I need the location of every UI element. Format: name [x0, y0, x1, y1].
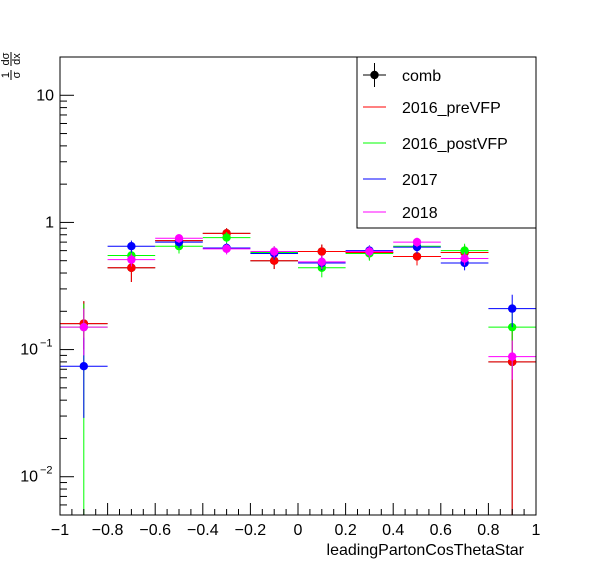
legend-entry-comb: comb: [363, 63, 441, 87]
legend-label: 2017: [402, 172, 438, 189]
legend-label: 2018: [402, 205, 438, 222]
legend-label: 2016_preVFP: [402, 100, 501, 117]
data-point: [222, 233, 231, 242]
x-tick-label: −0.8: [92, 522, 124, 539]
y-tick-label: 10: [20, 342, 38, 359]
y-tick-label: 10: [20, 469, 38, 486]
data-point: [365, 247, 374, 256]
legend-entry-2016_preVFP: 2016_preVFP: [363, 100, 501, 117]
data-point: [460, 254, 469, 263]
data-point: [412, 252, 422, 261]
x-tick-label: 0: [294, 522, 303, 539]
x-tick-label: −0.2: [235, 522, 267, 539]
legend-label: 2016_postVFP: [402, 136, 508, 153]
legend-entry-2017: 2017: [363, 172, 438, 189]
data-point: [127, 242, 136, 251]
legend-label: comb: [402, 68, 441, 85]
x-tick-label: 1: [532, 522, 541, 539]
data-point: [127, 263, 136, 272]
legend-marker: [370, 70, 379, 80]
x-tick-label: 0.4: [382, 522, 404, 539]
x-tick-label: −0.6: [139, 522, 171, 539]
plot-area: [60, 228, 536, 515]
data-point: [508, 352, 517, 361]
data-point: [317, 257, 326, 267]
legend: comb 2016_preVFP 2016_postVFP 2017 2018: [356, 56, 537, 229]
data-point: [508, 304, 517, 313]
x-axis-label: leadingPartonCosThetaStar: [327, 542, 525, 559]
y-tick-label: 10: [36, 87, 54, 104]
legend-entry-2018: 2018: [363, 205, 438, 222]
ylabel-den: σ: [11, 71, 23, 78]
x-tick-label: 0.6: [430, 522, 452, 539]
data-point: [79, 362, 89, 371]
y-tick-label: 1: [45, 214, 54, 231]
data-point: [127, 255, 136, 264]
data-point: [270, 256, 279, 265]
series-2016_preVFP: [60, 228, 536, 515]
ylabel-dnum: dσ: [0, 52, 12, 65]
y-axis-label: 1 σ dσ dx: [0, 52, 23, 80]
x-tick-label: −0.4: [187, 522, 219, 539]
data-point: [317, 247, 326, 256]
x-tick-label: 0.8: [477, 522, 499, 539]
data-point: [270, 247, 279, 256]
data-point: [222, 244, 231, 254]
legend-box: [356, 56, 537, 229]
axes: −1 −0.8 −0.6 −0.4 −0.2 0 0.2 0.4 0.6 0.8 110−210−1…: [20, 56, 541, 539]
data-point: [79, 322, 89, 332]
series-2018: [60, 234, 536, 380]
x-tick-label: −1: [51, 522, 69, 539]
data-point: [174, 234, 184, 243]
data-point: [460, 246, 469, 255]
y-tick-exponent: −2: [40, 465, 53, 477]
data-point: [412, 237, 422, 247]
y-tick-exponent: −1: [40, 338, 53, 350]
x-tick-label: 0.2: [334, 522, 356, 539]
ylabel-dden: dx: [11, 53, 23, 65]
legend-entry-2016_postVFP: 2016_postVFP: [363, 136, 508, 153]
ylabel-num: 1: [0, 72, 12, 78]
